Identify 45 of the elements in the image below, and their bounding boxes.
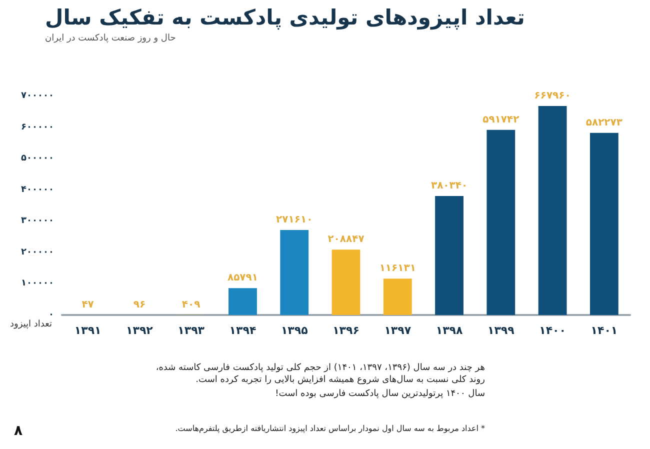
x-tick-label: ۱۳۹۴ [229,324,256,337]
data-label: ۴۷ [82,299,94,310]
x-tick-label: ۱۳۹۵ [280,324,308,337]
bar [538,106,567,315]
data-label: ۵۸۲۲۷۳ [586,117,622,128]
bar [332,250,360,315]
y-tick-label: ۲۰۰۰۰۰ [21,247,54,258]
y-tick-label: ۵۰۰۰۰۰ [21,154,54,164]
text: * اعداد مربوط به سه سال اول نمودار براساس تعداد اپیزود انتشاریافته ازطریق پلتفرم‌هاست. [174,424,485,435]
y-tick-label: ۷۰۰۰۰۰ [21,91,54,101]
y-tick-label: ۱۰۰۰۰۰ [21,278,54,289]
bar [590,132,618,315]
data-label: ۳۸۰۳۴۰ [430,180,468,192]
y-tick-label: ۶۰۰۰۰۰ [21,122,54,132]
x-tick-label: ۱۳۹۲ [126,324,154,337]
chart-title: تعداد اپیزودهای تولیدی پادکست به تفکیک سال [45,6,525,30]
data-label: ۱۱۶۱۳۱ [379,263,416,274]
data-label: ۲۷۱۶۱۰ [276,214,313,226]
text: هر چند در سه سال (۱۳۹۶، ۱۳۹۷، ۱۴۰۱) از حجم کلی تولید پادکست فارسی کاسته شده، روند کلی نسبت به سال‌های شروع همیشه افزایش بالایی را تجربه کرده است. [155,362,485,386]
data-label: ۶۶۷۹۶۰ [534,90,571,102]
x-tick-label: ۱۳۹۱ [74,324,102,337]
y-tick-label: ۴۰۰۰۰۰ [21,184,54,195]
text: سال ۱۴۰۰ پرتولیدترین سال پادکست فارسی بوده است! [274,388,485,400]
x-tick-label: ۱۳۹۳ [178,324,205,337]
x-tick-label: ۱۴۰۰ [539,324,566,337]
bar [435,196,464,315]
data-label: ۴۰۹ [182,299,200,310]
data-label: ۹۶ [133,299,146,310]
data-label: ۵۹۱۷۴۲ [482,114,520,126]
chart-subtitle: حال و روز صنعت پادکست در ایران [45,34,176,44]
data-label: ۸۵۷۹۱ [227,272,258,284]
x-tick-label: ۱۳۹۶ [332,324,360,337]
y-tick-label: ۰ [48,310,54,320]
y-axis-title: تعداد اپیزود [10,320,52,330]
bar [383,278,412,315]
bar [280,230,309,315]
bar [486,130,516,315]
data-label: ۲۰۸۸۴۷ [328,234,364,246]
x-tick-label: ۱۳۹۷ [384,324,412,337]
text: ۸ [14,423,23,439]
x-tick-label: ۱۳۹۸ [436,324,463,337]
x-tick-label: ۱۳۹۹ [487,324,515,337]
bar [228,288,257,315]
x-tick-label: ۱۴۰۱ [590,324,618,337]
y-tick-label: ۳۰۰۰۰۰ [21,216,54,226]
